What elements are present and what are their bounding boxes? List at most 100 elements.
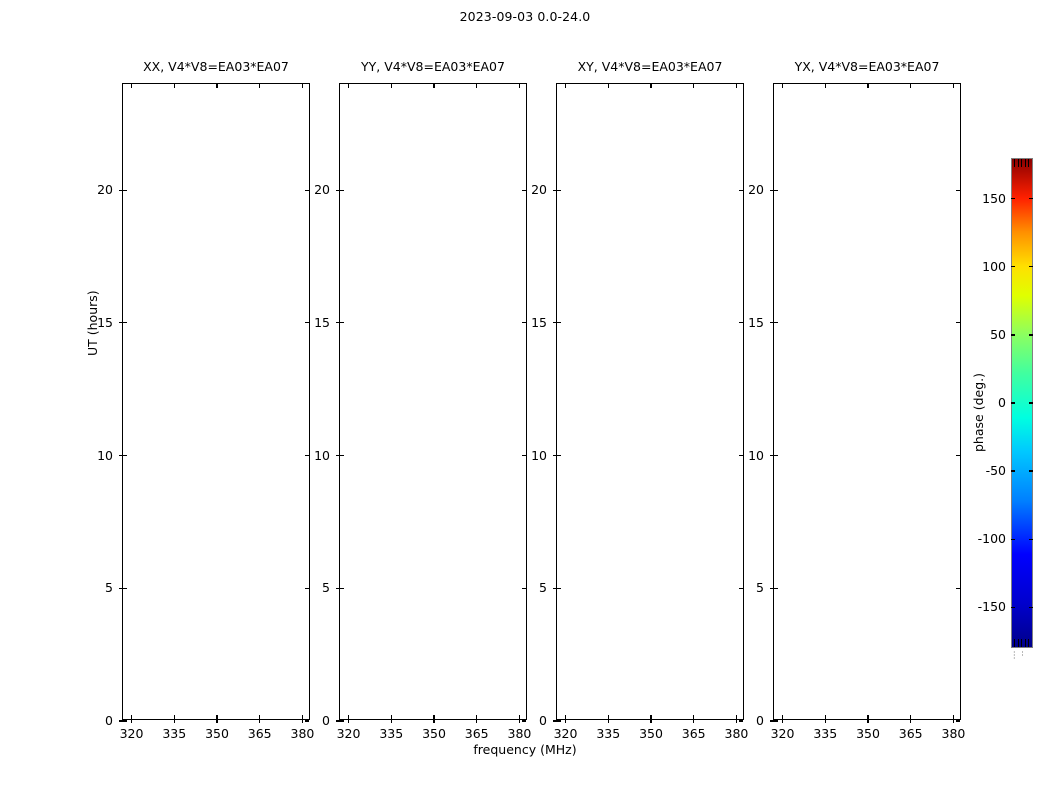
x-tick-bottom-outer: [130, 719, 133, 723]
plot-panel-xy[interactable]: XY, V4*V8=EA03*EA07 320 335 350 365 380 0 5 10 15…: [531, 60, 748, 741]
y-tick-label: 15: [97, 314, 113, 330]
x-tick-bottom-outer: [910, 719, 912, 723]
x-tick-top: [735, 84, 738, 88]
colorbar-minor-tick-top: [1021, 159, 1023, 167]
colorbar-minor-tick-top: [1028, 159, 1030, 167]
colorbar-tick: [1029, 266, 1033, 268]
x-tick-label: 350: [205, 726, 229, 741]
colorbar-tick: [1029, 402, 1033, 404]
x-tick-label: 365: [464, 726, 489, 741]
y-tick-label: 20: [748, 182, 764, 198]
panel-title-yx: YX, V4*V8=EA03*EA07: [794, 59, 940, 74]
x-tick-top: [433, 84, 435, 88]
x-tick-bottom: [952, 715, 955, 719]
y-tick-left: [123, 322, 127, 324]
x-tick-bottom-outer: [867, 719, 869, 723]
y-tick-right: [956, 322, 960, 324]
colorbar-minor-tick-bottom: [1017, 639, 1019, 647]
x-tick-top: [650, 84, 652, 88]
colorbar-tick-label: 100: [982, 258, 1006, 274]
y-tick-label: 0: [322, 713, 330, 728]
x-tick-label: 365: [247, 726, 272, 741]
y-tick-label: 10: [314, 447, 330, 463]
x-tick-label: 350: [639, 726, 663, 741]
colorbar-minor-tick-top: [1017, 159, 1019, 167]
y-tick-left: [123, 587, 127, 589]
x-tick-bottom: [564, 715, 567, 719]
y-tick-left: [774, 189, 778, 191]
colorbar-tick: [1011, 606, 1015, 608]
plot-panel-yx[interactable]: YX, V4*V8=EA03*EA07 320 335 350 365 380 0 5 10 15…: [748, 60, 965, 741]
y-tick-right: [739, 454, 743, 457]
x-tick-bottom-outer: [564, 719, 567, 723]
x-tick-label: 335: [596, 726, 621, 741]
plot-panel-xx[interactable]: XX, V4*V8=EA03*EA07 320 335 350 365 380 0 5 10 15…: [97, 60, 314, 741]
y-tick-label: 5: [539, 580, 547, 596]
y-tick-left: [340, 189, 344, 191]
x-tick-bottom-outer: [693, 719, 695, 723]
x-tick-bottom-outer: [173, 719, 175, 723]
x-tick-bottom-outer: [476, 719, 478, 723]
colorbar-tick: [1029, 334, 1033, 336]
x-tick-bottom-outer: [301, 719, 304, 723]
colorbar-minor-tick-bottom: [1014, 639, 1015, 647]
x-tick-label: 320: [336, 726, 361, 741]
x-tick-top: [347, 84, 350, 88]
x-tick-bottom-outer: [518, 719, 521, 723]
x-tick-bottom: [910, 715, 912, 719]
y-tick-left-outer: [770, 587, 774, 589]
y-tick-left-outer: [336, 720, 340, 722]
y-tick-label: 10: [531, 447, 547, 463]
x-tick-label: 365: [681, 726, 706, 741]
y-tick-label: 20: [97, 182, 113, 198]
x-tick-bottom-outer: [952, 719, 955, 723]
y-tick-left: [774, 454, 778, 457]
y-tick-right: [739, 720, 743, 722]
x-tick-bottom-outer: [607, 719, 609, 723]
y-tick-right: [305, 454, 309, 457]
y-tick-label: 10: [748, 447, 764, 463]
x-tick-label: 350: [422, 726, 446, 741]
x-tick-bottom: [259, 715, 261, 719]
colorbar-label: phase (deg.): [971, 373, 986, 452]
plot-panel-yy[interactable]: YY, V4*V8=EA03*EA07 320 335 350 365 380 0 5 10 15…: [314, 60, 531, 741]
x-tick-bottom: [650, 715, 652, 719]
y-tick-label: 15: [748, 314, 764, 330]
y-tick-left-outer: [336, 322, 340, 324]
y-tick-right: [305, 189, 309, 191]
y-tick-label: 0: [539, 713, 547, 728]
y-tick-left-outer: [336, 454, 340, 457]
x-tick-top: [693, 84, 695, 88]
y-tick-left-outer: [770, 189, 774, 191]
colorbar-minor-tick-top: [1024, 159, 1026, 167]
panel-title-yy: YY, V4*V8=EA03*EA07: [361, 59, 505, 74]
y-tick-label: 15: [531, 314, 547, 330]
x-tick-label: 350: [856, 726, 880, 741]
x-tick-top: [952, 84, 955, 88]
x-tick-bottom-outer: [347, 719, 350, 723]
y-tick-left: [557, 587, 561, 589]
x-axis-label: frequency (MHz): [473, 742, 577, 757]
x-tick-top: [259, 84, 261, 88]
x-tick-bottom-outer: [259, 719, 261, 723]
colorbar-minor-tick-bottom: [1024, 639, 1026, 647]
x-tick-top: [518, 84, 521, 88]
y-tick-left: [557, 720, 561, 722]
x-tick-top: [781, 84, 784, 88]
x-tick-label: 380: [507, 726, 532, 741]
x-tick-label: 335: [813, 726, 838, 741]
colorbar-tick: [1029, 606, 1033, 608]
y-tick-right: [739, 587, 743, 589]
y-tick-left: [123, 720, 127, 722]
y-tick-left: [557, 322, 561, 324]
colorbar-tick: [1011, 266, 1015, 268]
colorbar-tick: [1011, 402, 1015, 404]
y-tick-left-outer: [336, 587, 340, 589]
x-tick-bottom-outer: [781, 719, 784, 723]
x-tick-top: [130, 84, 133, 88]
x-tick-bottom: [607, 715, 609, 719]
x-tick-label: 380: [941, 726, 966, 741]
x-tick-top: [173, 84, 175, 88]
y-tick-left-outer: [119, 189, 123, 191]
